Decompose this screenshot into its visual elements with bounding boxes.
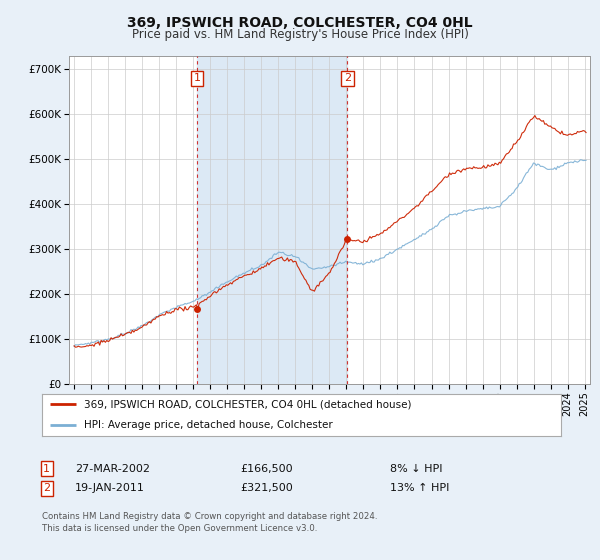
Text: 27-MAR-2002: 27-MAR-2002	[75, 464, 150, 474]
Text: 2: 2	[344, 73, 351, 83]
Text: 13% ↑ HPI: 13% ↑ HPI	[390, 483, 449, 493]
Text: 19-JAN-2011: 19-JAN-2011	[75, 483, 145, 493]
Text: 2: 2	[43, 483, 50, 493]
Text: 8% ↓ HPI: 8% ↓ HPI	[390, 464, 443, 474]
Text: £321,500: £321,500	[240, 483, 293, 493]
Text: Contains HM Land Registry data © Crown copyright and database right 2024.
This d: Contains HM Land Registry data © Crown c…	[42, 512, 377, 533]
Text: £166,500: £166,500	[240, 464, 293, 474]
Text: Price paid vs. HM Land Registry's House Price Index (HPI): Price paid vs. HM Land Registry's House …	[131, 28, 469, 41]
Text: 1: 1	[194, 73, 200, 83]
Text: 369, IPSWICH ROAD, COLCHESTER, CO4 0HL: 369, IPSWICH ROAD, COLCHESTER, CO4 0HL	[127, 16, 473, 30]
Bar	[197, 56, 347, 384]
Text: 1: 1	[43, 464, 50, 474]
Text: 369, IPSWICH ROAD, COLCHESTER, CO4 0HL (detached house): 369, IPSWICH ROAD, COLCHESTER, CO4 0HL (…	[83, 399, 411, 409]
Text: HPI: Average price, detached house, Colchester: HPI: Average price, detached house, Colc…	[83, 420, 332, 430]
